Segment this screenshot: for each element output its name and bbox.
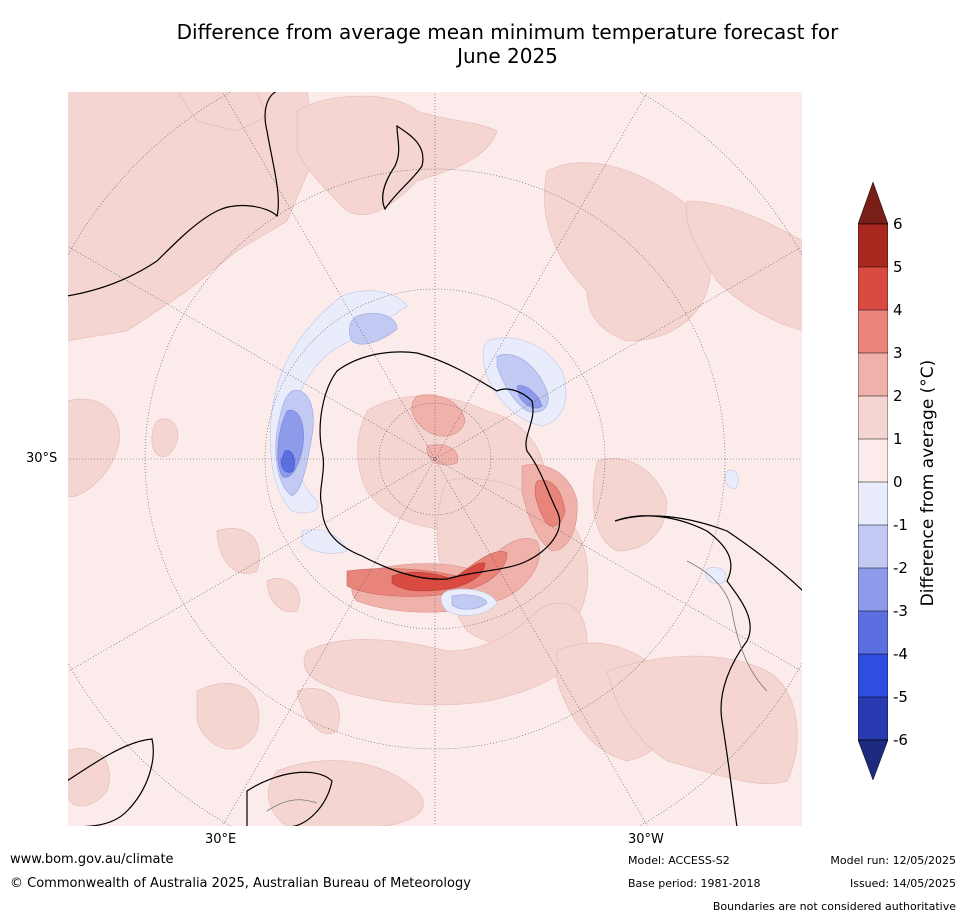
base-period-text: Base period: 1981-2018 <box>628 877 761 890</box>
colorbar-tick: -1 <box>893 516 908 534</box>
lat-label-30s: 30°S <box>26 451 58 466</box>
colorbar-over-triangle <box>858 182 888 225</box>
title-line-2: June 2025 <box>457 44 558 68</box>
polar-map <box>67 91 803 827</box>
lon-label-30w: 30°W <box>628 832 664 847</box>
colorbar-tick: -3 <box>893 602 908 620</box>
colorbar-label: Difference from average (°C) <box>918 359 938 607</box>
anomaly-4-5-core <box>391 562 486 592</box>
disclaimer-text: Boundaries are not considered authoritat… <box>712 900 956 913</box>
country-borders <box>266 560 768 812</box>
colorbar-tick: 2 <box>893 387 903 405</box>
anomaly-neg-3-4 <box>280 450 295 473</box>
south-america-coast <box>614 515 803 827</box>
title-line-1: Difference from average mean minimum tem… <box>176 20 839 44</box>
map-frame <box>67 91 803 827</box>
colorbar-tick: -4 <box>893 645 908 663</box>
model-run-text: Model run: 12/05/2025 <box>830 854 956 867</box>
colorbar-tick: 0 <box>893 473 903 491</box>
colorbar-tick: 5 <box>893 258 903 276</box>
colorbar-tick: 1 <box>893 430 903 448</box>
copyright-text: © Commonwealth of Australia 2025, Austra… <box>10 876 471 891</box>
lon-label-30e: 30°E <box>205 832 237 847</box>
coastlines <box>67 91 803 827</box>
colorbar <box>858 182 888 781</box>
issued-text: Issued: 14/05/2025 <box>849 877 956 890</box>
model-text: Model: ACCESS-S2 <box>628 854 730 867</box>
australia-coast <box>67 91 279 297</box>
colorbar-tick: 4 <box>893 301 903 319</box>
map-panel <box>67 91 803 827</box>
graticule <box>67 91 803 827</box>
map-title: Difference from average mean minimum tem… <box>0 20 965 68</box>
colorbar-under-triangle <box>858 739 888 781</box>
africa-coast <box>67 738 154 827</box>
colorbar-tick: -6 <box>893 731 908 749</box>
colorbar-tick: -5 <box>893 688 908 706</box>
website-link[interactable]: www.bom.gov.au/climate <box>10 852 174 867</box>
colorbar-tick: -2 <box>893 559 908 577</box>
new-zealand-coast <box>382 124 424 211</box>
colorbar-tick: 6 <box>893 215 903 233</box>
colorbar-tick: 3 <box>893 344 903 362</box>
antarctica-coast <box>319 351 561 580</box>
